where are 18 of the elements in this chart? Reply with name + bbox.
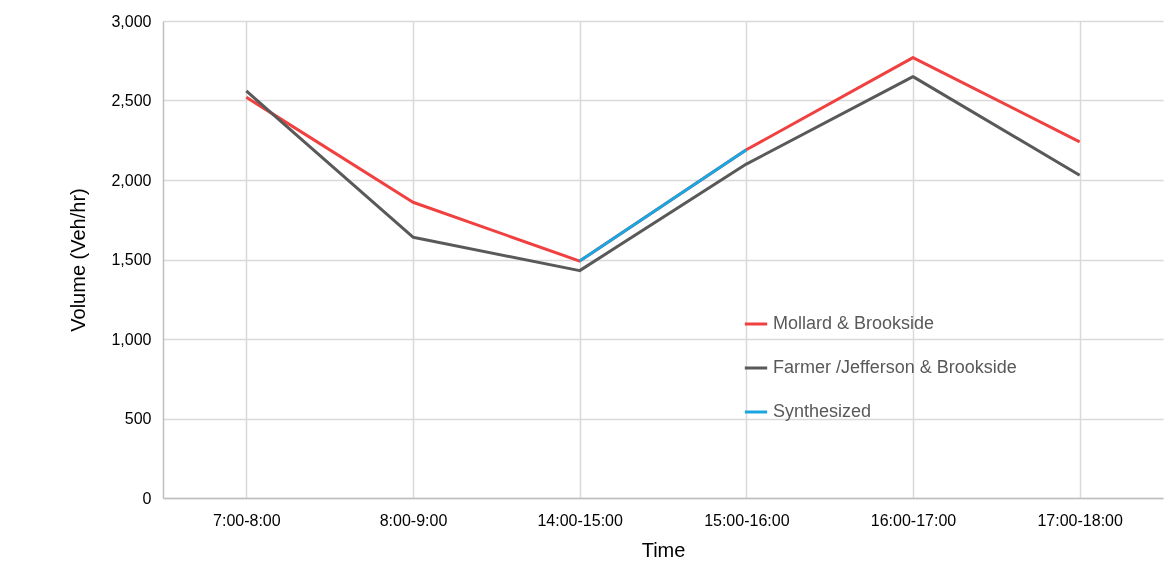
- x-tick-label: 7:00-8:00: [213, 511, 281, 529]
- x-tick-label: 17:00-18:00: [1037, 511, 1123, 529]
- legend-label: Synthesized: [773, 401, 872, 421]
- x-tick-label: 8:00-9:00: [379, 511, 448, 529]
- y-tick-label: 3,000: [111, 12, 152, 30]
- y-tick-label: 0: [142, 489, 152, 507]
- y-axis-title: Volume (Veh/hr): [67, 188, 90, 332]
- y-tick-label: 1,500: [111, 251, 152, 268]
- x-tick-label: 16:00-17:00: [870, 511, 957, 529]
- x-axis-title: Time: [641, 538, 686, 561]
- y-tick-label: 500: [124, 410, 152, 427]
- x-tick-label: 15:00-16:00: [704, 511, 790, 529]
- y-tick-label: 2,000: [111, 171, 152, 189]
- y-tick-label: 1,000: [111, 330, 152, 348]
- y-tick-label: 2,500: [111, 92, 152, 109]
- x-tick-label: 14:00-15:00: [537, 511, 623, 529]
- legend-label: Mollard & Brookside: [773, 313, 935, 333]
- legend-label: Farmer /Jefferson & Brookside: [773, 357, 1017, 377]
